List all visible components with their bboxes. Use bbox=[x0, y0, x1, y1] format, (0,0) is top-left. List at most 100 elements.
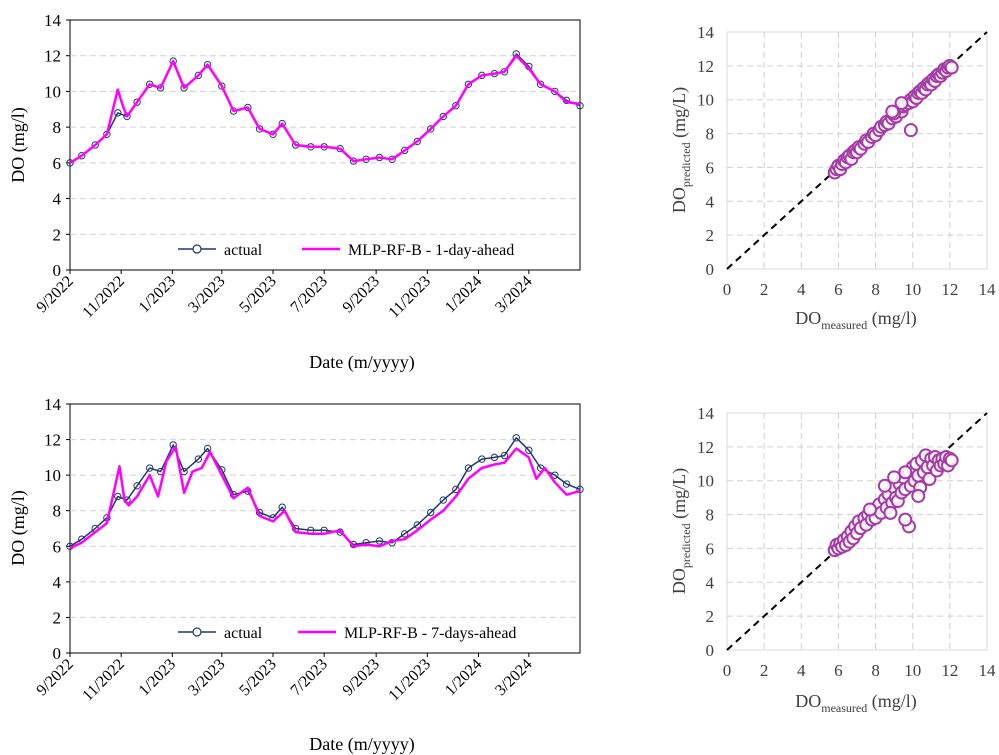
series-line bbox=[69, 445, 581, 550]
data-point bbox=[551, 471, 559, 479]
x-tick-label: 10 bbox=[904, 661, 921, 680]
data-point bbox=[894, 96, 909, 111]
y-axis-label-main: DO bbox=[669, 187, 689, 213]
data-point bbox=[413, 137, 421, 146]
data-point bbox=[883, 505, 898, 520]
data-point bbox=[562, 480, 571, 488]
data-point bbox=[439, 112, 447, 121]
timeseries-chart-7day: 0 2 4 6 8 10 12 14 9/2022 11/2022 1/2023 3/2023 5/2… bbox=[8, 395, 584, 755]
legend-swatch-actual-marker bbox=[192, 244, 202, 254]
y-tick-label: 14 bbox=[697, 23, 715, 42]
data-point bbox=[78, 152, 86, 160]
x-tick-label: 9/2023 bbox=[340, 273, 383, 316]
legend-label-model: MLP-RF-B - 7-days-ahead bbox=[344, 625, 516, 642]
x-tick-label: 1/2023 bbox=[136, 273, 179, 316]
y-tick-label: 8 bbox=[706, 506, 715, 525]
data-point bbox=[464, 464, 473, 472]
x-tick-label: 14 bbox=[979, 280, 997, 299]
data-point bbox=[885, 104, 900, 119]
y-tick-label: 6 bbox=[53, 154, 62, 173]
series-layer bbox=[66, 434, 584, 550]
x-tick-label: 1/2023 bbox=[136, 656, 179, 699]
y-tick-label: 12 bbox=[44, 431, 61, 450]
y-tick-label: 0 bbox=[53, 644, 62, 663]
data-point bbox=[576, 102, 584, 110]
legend-label-actual: actual bbox=[224, 242, 263, 259]
data-point bbox=[400, 530, 409, 538]
data-point bbox=[66, 159, 74, 167]
data-point bbox=[452, 102, 460, 110]
timeseries-chart-1day: 0 2 4 6 8 10 12 14 9/2022 11/2022 1/2023 3/2023 5/2… bbox=[8, 11, 584, 373]
x-tick-label: 12 bbox=[941, 280, 958, 299]
x-axis-label: DOmeasured (mg/l) bbox=[795, 308, 916, 332]
x-tick-label: 11/2023 bbox=[385, 656, 434, 705]
plot-frame bbox=[726, 31, 988, 270]
x-tick-label: 10 bbox=[904, 280, 921, 299]
series-layer bbox=[66, 50, 584, 167]
data-point bbox=[439, 496, 447, 504]
y-tick-label: 4 bbox=[53, 573, 62, 592]
data-point bbox=[169, 441, 177, 449]
y-tick-label: 2 bbox=[706, 226, 715, 245]
x-tick-label: 4 bbox=[797, 661, 806, 680]
x-tick-label: 1/2024 bbox=[442, 273, 485, 316]
legend: actual MLP-RF-B - 7-days-ahead bbox=[178, 625, 516, 642]
y-tick-label: 2 bbox=[53, 225, 62, 244]
plot-frame bbox=[726, 412, 988, 651]
x-axis-label: DOmeasured (mg/l) bbox=[795, 691, 916, 715]
x-tick-label: 3/2023 bbox=[185, 656, 228, 699]
data-point bbox=[203, 444, 212, 453]
y-axis-label-sub: predicted bbox=[679, 142, 693, 187]
data-point bbox=[91, 141, 99, 149]
data-point bbox=[525, 446, 533, 454]
x-tick-label: 11/2023 bbox=[385, 273, 434, 322]
legend: actual MLP-RF-B - 1-day-ahead bbox=[178, 242, 514, 259]
data-point bbox=[536, 80, 545, 88]
y-tick-label: 2 bbox=[706, 607, 715, 626]
x-tick-label: 11/2022 bbox=[79, 656, 128, 705]
x-tick-label: 11/2022 bbox=[79, 273, 128, 322]
y-axis-label-sub: predicted bbox=[679, 523, 693, 568]
x-tick-label: 1/2024 bbox=[442, 656, 485, 699]
x-tick-label: 14 bbox=[979, 661, 997, 680]
data-point bbox=[349, 540, 358, 549]
data-point bbox=[203, 60, 212, 69]
y-tick-labels: 0 2 4 6 8 10 12 14 bbox=[44, 11, 62, 280]
data-point bbox=[922, 472, 937, 487]
x-tick-label: 6 bbox=[834, 661, 843, 680]
x-tick-label: 5/2023 bbox=[236, 273, 279, 316]
data-point bbox=[898, 465, 913, 480]
data-point bbox=[944, 60, 959, 75]
data-point bbox=[194, 71, 203, 80]
data-point bbox=[375, 537, 384, 545]
x-tick-label: 0 bbox=[723, 280, 732, 299]
x-tick-label: 4 bbox=[797, 280, 806, 299]
x-tick-labels: 9/2022 11/2022 1/2023 3/2023 5/2023 7/2023 9/2… bbox=[33, 653, 536, 705]
x-axis-label: Date (m/yyyy) bbox=[309, 734, 414, 755]
x-tick-labels: 0 2 4 6 8 10 12 14 bbox=[723, 280, 996, 299]
data-point bbox=[452, 485, 460, 494]
data-point bbox=[362, 539, 370, 547]
data-point bbox=[490, 453, 499, 462]
x-axis-label-sub: measured bbox=[821, 318, 867, 332]
x-tick-label: 2 bbox=[760, 280, 769, 299]
x-axis-label-main: DO bbox=[795, 691, 821, 711]
y-axis-label: DO (mg/l) bbox=[8, 490, 29, 566]
data-point bbox=[426, 508, 435, 517]
x-tick-label: 7/2023 bbox=[288, 656, 331, 699]
data-point bbox=[478, 455, 486, 463]
x-axis-label-sub: measured bbox=[821, 701, 867, 715]
data-point bbox=[114, 109, 122, 117]
y-tick-label: 4 bbox=[706, 573, 715, 592]
series-line bbox=[69, 54, 581, 164]
x-axis-label-unit: (mg/l) bbox=[867, 308, 917, 329]
data-point bbox=[551, 87, 559, 96]
y-axis-label-unit: (mg/L) bbox=[669, 468, 690, 524]
data-point bbox=[512, 434, 520, 442]
y-tick-label: 4 bbox=[706, 192, 715, 211]
x-tick-label: 9/2023 bbox=[340, 656, 383, 699]
data-point bbox=[911, 488, 926, 503]
data-point bbox=[278, 503, 286, 511]
